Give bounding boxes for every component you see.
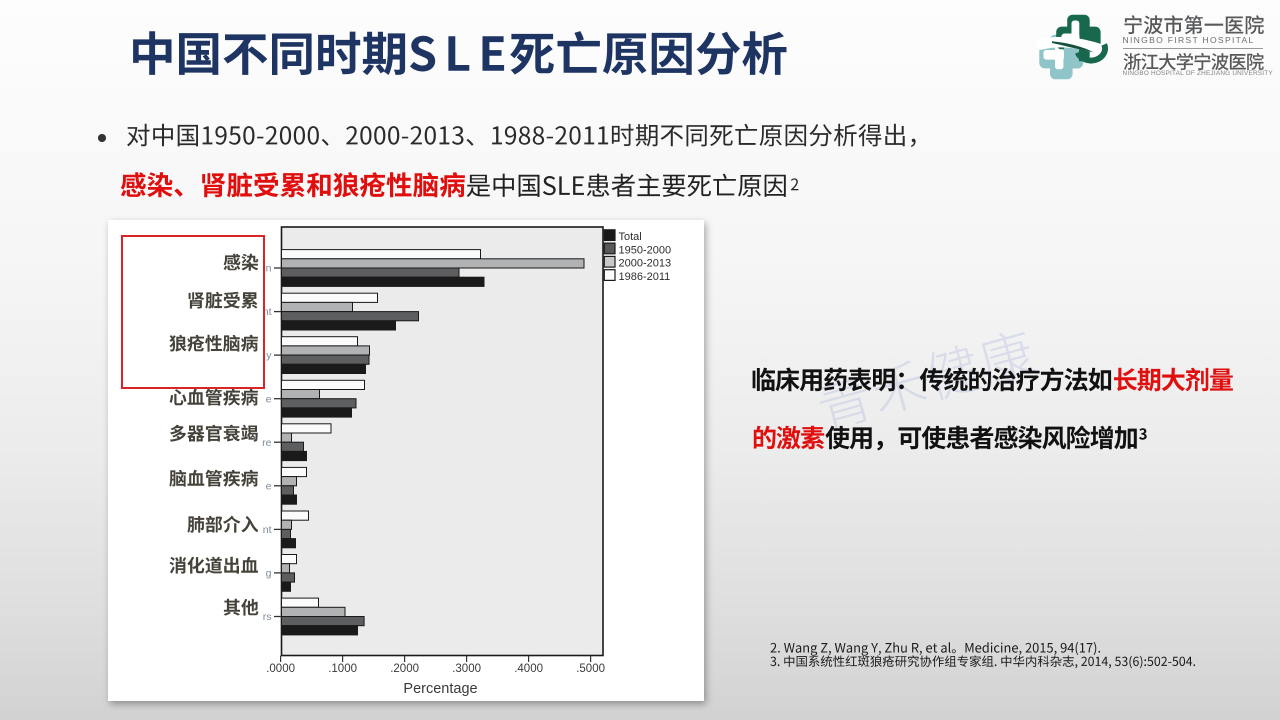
svg-text:.0000: .0000 (266, 663, 295, 675)
svg-text:g: g (266, 567, 272, 579)
svg-text:e: e (266, 480, 272, 492)
svg-text:re: re (262, 436, 271, 448)
svg-text:1986-2011: 1986-2011 (619, 270, 671, 282)
svg-text:Total: Total (619, 231, 642, 243)
svg-text:.3000: .3000 (452, 663, 481, 675)
svg-text:.2000: .2000 (390, 663, 419, 675)
svg-text:.1000: .1000 (328, 663, 357, 675)
svg-text:1950-2000: 1950-2000 (619, 244, 672, 256)
svg-text:n: n (266, 262, 272, 274)
svg-text:Percentage: Percentage (403, 681, 477, 697)
svg-text:e: e (266, 393, 272, 405)
svg-text:nt: nt (263, 306, 272, 318)
svg-text:rs: rs (263, 611, 272, 623)
svg-text:.4000: .4000 (514, 663, 543, 675)
svg-text:y: y (266, 349, 272, 361)
svg-text:nt: nt (263, 524, 272, 536)
svg-text:.5000: .5000 (576, 663, 605, 675)
svg-text:2000-2013: 2000-2013 (619, 257, 672, 269)
